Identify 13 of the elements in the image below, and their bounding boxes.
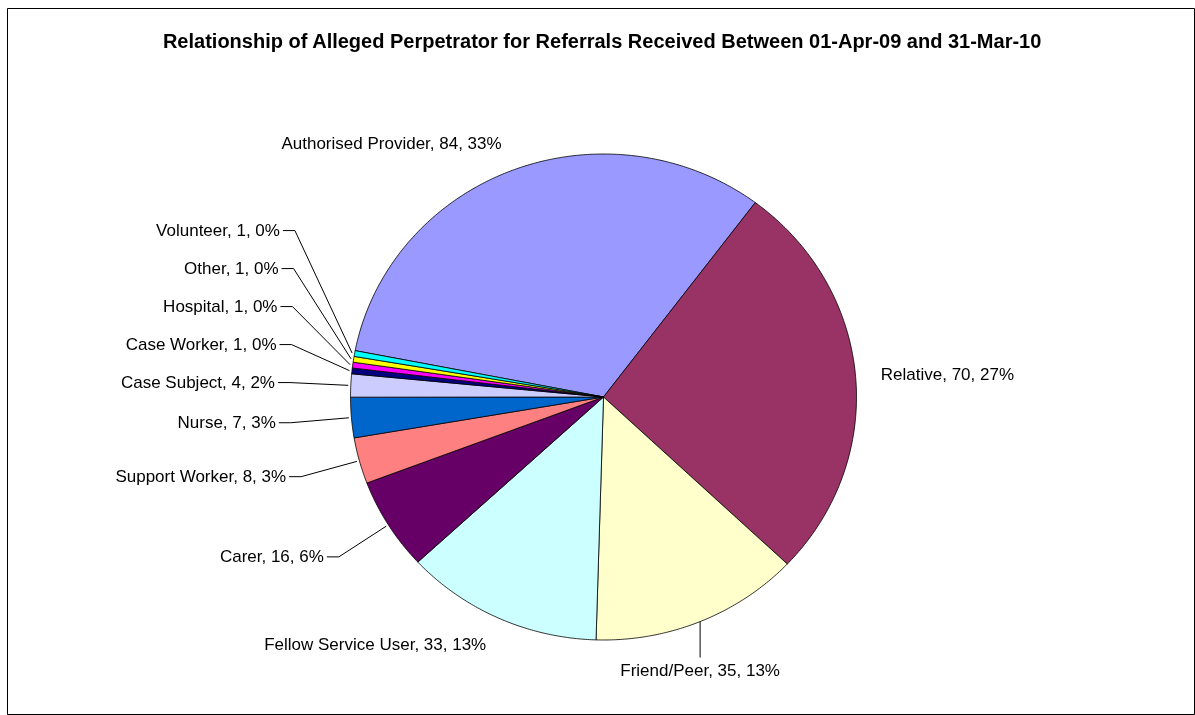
slice-label: Nurse, 7, 3% (177, 413, 276, 433)
slice-label: Carer, 16, 6% (219, 547, 324, 567)
slice-label: Friend/Peer, 35, 13% (620, 661, 780, 681)
slice-label: Fellow Service User, 33, 13% (264, 635, 487, 655)
slice-label: Hospital, 1, 0% (163, 297, 278, 317)
slice-label: Other, 1, 0% (184, 259, 279, 279)
slice-label: Relative, 70, 27% (880, 364, 1015, 384)
slice-label: Authorised Provider, 84, 33% (281, 133, 502, 153)
slice-label: Case Subject, 4, 2% (120, 373, 275, 393)
slice-label: Case Worker, 1, 0% (125, 335, 277, 355)
slice-label: Support Worker, 8, 3% (115, 467, 287, 487)
slice-label: Volunteer, 1, 0% (156, 221, 280, 241)
chart-title: Relationship of Alleged Perpetrator for Referrals Received Between 01-Apr-09 and 31-Mar-10 (162, 29, 1042, 52)
